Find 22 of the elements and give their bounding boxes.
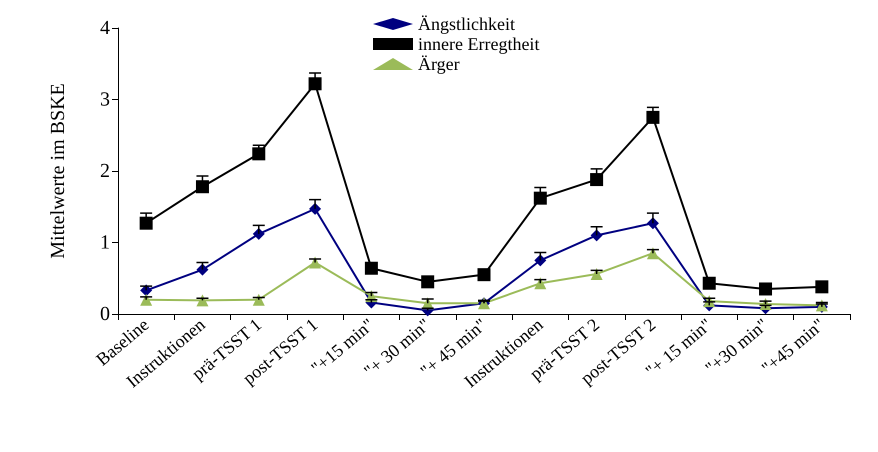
- point: [815, 280, 828, 294]
- point: [421, 275, 434, 288]
- legend-label: Ärger: [418, 54, 460, 74]
- point: [364, 262, 378, 275]
- y-tick-label: 2: [100, 160, 110, 182]
- point: [308, 77, 322, 90]
- point: [646, 110, 660, 124]
- point: [478, 268, 490, 282]
- y-tick-label: 3: [100, 88, 110, 110]
- point: [140, 216, 153, 230]
- y-tick-label: 1: [100, 232, 110, 254]
- point: [252, 147, 266, 160]
- point: [702, 276, 716, 290]
- point: [196, 180, 209, 194]
- y-axis-title: Mittelwerte im BSKE: [47, 83, 69, 259]
- point: [759, 282, 772, 296]
- y-tick-label: 4: [100, 17, 110, 39]
- y-tick-label: 0: [100, 303, 110, 325]
- point: [534, 192, 547, 205]
- legend-label: innere Erregtheit: [418, 34, 540, 54]
- legend-label: Ängstlichkeit: [418, 14, 515, 34]
- point: [590, 173, 604, 186]
